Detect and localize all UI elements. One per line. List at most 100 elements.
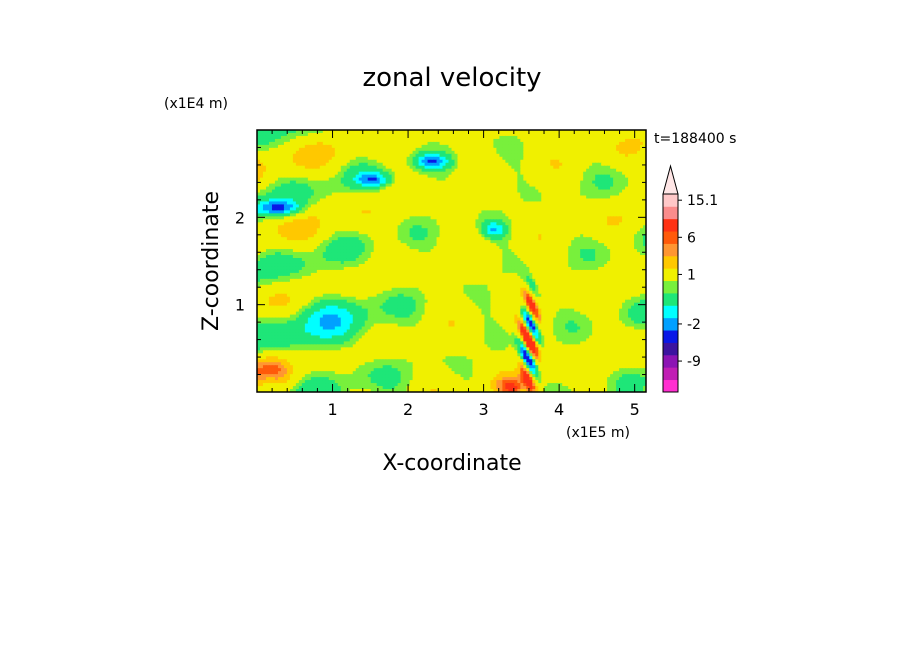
field-cell: [367, 234, 372, 238]
field-cell: [352, 130, 357, 134]
field-cell: [265, 156, 270, 161]
field-cell: [556, 216, 560, 220]
field-cell: [517, 213, 521, 217]
field-cell: [625, 135, 629, 140]
field-cell: [637, 156, 641, 161]
field-cell: [520, 147, 524, 152]
field-cell: [535, 204, 539, 209]
field-cell: [385, 243, 390, 247]
field-cell: [388, 168, 393, 173]
field-cell: [538, 165, 542, 170]
field-cell: [394, 228, 399, 232]
field-cell: [271, 189, 276, 194]
field-cell: [532, 231, 536, 235]
field-cell: [469, 204, 474, 209]
field-cell: [460, 153, 465, 158]
field-cell: [319, 207, 324, 211]
field-cell: [313, 153, 318, 158]
field-cell: [298, 144, 303, 149]
field-cell: [379, 165, 384, 170]
field-cell: [541, 138, 545, 143]
field-cell: [541, 174, 545, 179]
field-cell: [604, 156, 608, 161]
field-cell: [571, 198, 575, 203]
field-cell: [400, 192, 405, 197]
field-cell: [595, 219, 599, 223]
field-cell: [490, 228, 494, 232]
field-cell: [499, 165, 503, 170]
field-cell: [301, 150, 306, 155]
field-cell: [565, 156, 569, 161]
field-cell: [520, 210, 524, 214]
field-cell: [472, 153, 477, 158]
field-cell: [337, 204, 342, 209]
field-cell: [262, 216, 267, 220]
field-cell: [388, 183, 393, 188]
field-cell: [376, 234, 381, 238]
field-cell: [379, 186, 384, 191]
field-cell: [472, 150, 477, 155]
field-cell: [529, 183, 533, 188]
field-cell: [448, 198, 453, 203]
field-cell: [487, 201, 491, 206]
field-cell: [466, 189, 471, 194]
field-cell: [328, 192, 333, 197]
field-cell: [283, 201, 288, 206]
field-cell: [292, 177, 297, 182]
field-cell: [538, 201, 542, 206]
field-cell: [274, 135, 279, 140]
field-cell: [304, 132, 309, 137]
field-cell: [295, 159, 300, 164]
field-cell: [316, 189, 321, 194]
field-cell: [511, 216, 515, 220]
field-cell: [571, 237, 575, 241]
field-cell: [346, 192, 351, 197]
field-cell: [571, 165, 575, 170]
field-cell: [532, 195, 536, 200]
field-cell: [616, 210, 620, 214]
field-cell: [535, 210, 539, 214]
field-cell: [466, 135, 471, 140]
field-cell: [535, 138, 539, 143]
field-cell: [493, 198, 497, 203]
field-cell: [616, 130, 620, 134]
field-cell: [445, 144, 450, 149]
field-cell: [412, 207, 417, 211]
field-cell: [484, 138, 489, 143]
field-cell: [268, 174, 273, 179]
field-cell: [637, 168, 641, 173]
field-cell: [514, 228, 518, 232]
field-cell: [286, 130, 291, 134]
field-cell: [475, 168, 480, 173]
field-cell: [412, 234, 417, 238]
field-cell: [265, 198, 270, 203]
field-cell: [436, 168, 441, 173]
field-cell: [346, 174, 351, 179]
field-cell: [559, 162, 563, 167]
field-cell: [334, 240, 339, 244]
field-cell: [490, 183, 494, 188]
field-cell: [283, 231, 288, 235]
field-cell: [631, 201, 635, 206]
field-cell: [409, 165, 414, 170]
field-cell: [460, 156, 465, 161]
field-cell: [298, 189, 303, 194]
field-cell: [355, 219, 360, 223]
field-cell: [283, 192, 288, 197]
field-cell: [382, 201, 387, 206]
field-cell: [409, 147, 414, 152]
field-cell: [601, 180, 605, 185]
field-cell: [403, 174, 408, 179]
field-cell: [448, 174, 453, 179]
field-cell: [532, 165, 536, 170]
field-cell: [442, 222, 447, 226]
field-cell: [469, 189, 474, 194]
field-cell: [490, 186, 494, 191]
field-cell: [436, 180, 441, 185]
field-cell: [409, 141, 414, 146]
field-cell: [478, 240, 483, 244]
field-cell: [259, 150, 264, 155]
field-cell: [559, 204, 563, 209]
field-cell: [532, 228, 536, 232]
field-cell: [553, 168, 557, 173]
